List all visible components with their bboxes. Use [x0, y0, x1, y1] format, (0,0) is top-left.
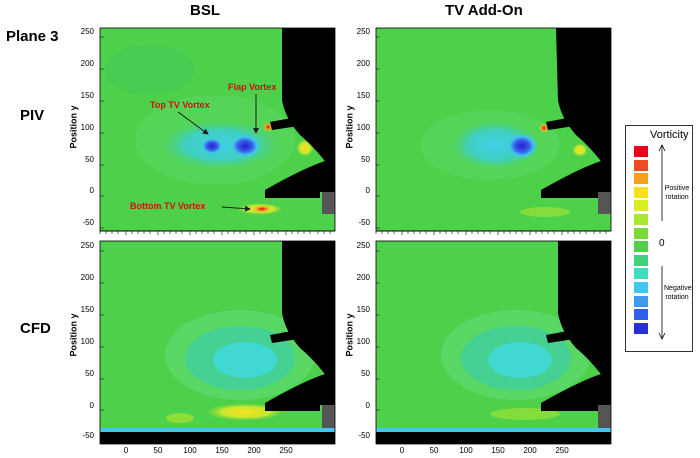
y-tick: 250 — [356, 27, 370, 36]
legend-swatch — [634, 146, 648, 157]
legend-swatch — [634, 173, 648, 185]
y-tick: 50 — [361, 369, 370, 378]
x-tick: 50 — [153, 446, 163, 455]
y-tick: 200 — [356, 59, 370, 68]
legend-negative-label: Negative rotation — [664, 285, 692, 301]
legend-swatch — [634, 227, 648, 239]
legend-swatch — [634, 282, 648, 293]
y-tick: 200 — [356, 273, 370, 282]
y-tick: -50 — [82, 218, 94, 227]
legend-swatch — [634, 295, 648, 307]
legend-positive-label: Positive rotation — [664, 185, 690, 201]
legend-zero-label: 0 — [659, 238, 665, 249]
y-tick: 250 — [80, 241, 94, 250]
y-tick: 100 — [80, 337, 94, 346]
panel-bsl-cfd — [99, 240, 336, 445]
legend-swatch — [634, 268, 648, 280]
legend-swatch — [634, 200, 648, 212]
y-tick: 150 — [356, 305, 370, 314]
y-tick: 100 — [80, 123, 94, 132]
x-tick: 250 — [279, 446, 293, 455]
annotation-bottom-tv-vortex: Bottom TV Vortex — [130, 201, 205, 211]
vorticity-legend: Vorticity Positive rotation 0 Negative r… — [625, 125, 693, 352]
y-tick: 50 — [85, 155, 94, 164]
flap-vortex — [229, 134, 261, 158]
legend-swatch — [634, 254, 648, 266]
x-tick: 150 — [215, 446, 229, 455]
y-tick: -50 — [82, 431, 94, 440]
y-tick: 0 — [365, 186, 370, 195]
legend-swatch — [634, 159, 648, 171]
x-tick: 0 — [123, 446, 129, 455]
y-tick: 0 — [89, 401, 94, 410]
legend-arrows — [658, 144, 666, 340]
x-tick: 250 — [555, 446, 569, 455]
y-tick: 200 — [80, 59, 94, 68]
legend-swatch — [634, 241, 648, 253]
y-tick: 50 — [361, 155, 370, 164]
y-tick: 100 — [356, 337, 370, 346]
column-title-tv-addon: TV Add-On — [445, 2, 523, 19]
y-tick: 200 — [80, 273, 94, 282]
arrow-bottom-tv — [221, 205, 251, 212]
panel-tvaddon-cfd — [375, 240, 612, 445]
x-tick: 200 — [523, 446, 537, 455]
y-tick: 150 — [80, 91, 94, 100]
x-tick: 100 — [183, 446, 197, 455]
y-tick: 250 — [356, 241, 370, 250]
x-tick: 50 — [429, 446, 439, 455]
plane-label: Plane 3 — [6, 28, 59, 45]
y-tick: 100 — [356, 123, 370, 132]
y-tick: -50 — [358, 431, 370, 440]
arrow-top-tv — [177, 111, 209, 135]
row-title-piv: PIV — [20, 107, 45, 124]
y-tick: 0 — [365, 401, 370, 410]
y-tick: -50 — [358, 218, 370, 227]
y-tick: 150 — [80, 305, 94, 314]
flap-vortex-tv — [506, 133, 538, 159]
y-tick: 50 — [85, 369, 94, 378]
panel-bsl-piv — [99, 27, 336, 235]
x-tick: 100 — [459, 446, 473, 455]
y-tick: 250 — [80, 27, 94, 36]
x-tick: 0 — [399, 446, 405, 455]
legend-swatch — [634, 322, 648, 334]
legend-swatch — [634, 309, 648, 321]
row-title-cfd: CFD — [20, 320, 51, 337]
x-tick: 200 — [247, 446, 261, 455]
panel-tvaddon-piv — [375, 27, 612, 235]
legend-swatch — [634, 214, 648, 225]
y-tick: 150 — [356, 91, 370, 100]
top-tv-vortex — [200, 137, 224, 155]
legend-swatch — [634, 186, 648, 198]
x-tick: 150 — [491, 446, 505, 455]
column-title-bsl: BSL — [190, 2, 220, 19]
legend-title: Vorticity — [650, 129, 689, 141]
annotation-flap-vortex: Flap Vortex — [228, 82, 276, 92]
y-tick: 0 — [89, 186, 94, 195]
annotation-top-tv-vortex: Top TV Vortex — [150, 100, 210, 110]
